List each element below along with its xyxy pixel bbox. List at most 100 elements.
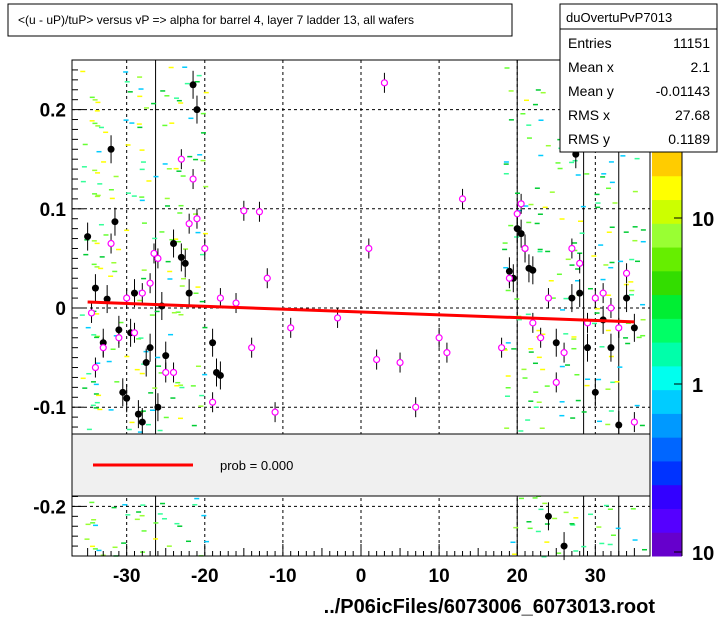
background-bin	[508, 119, 514, 121]
data-point-open	[333, 314, 342, 322]
background-bin	[523, 99, 529, 102]
background-bin	[555, 162, 561, 164]
background-bin	[504, 67, 510, 69]
background-bin	[95, 194, 101, 197]
background-bin	[575, 174, 581, 176]
background-bin	[595, 206, 601, 209]
data-point-open	[193, 215, 201, 223]
background-bin	[556, 552, 562, 554]
background-bin	[512, 553, 518, 555]
stats-label: Mean y	[568, 83, 614, 99]
data-point-open	[177, 155, 185, 163]
colorbar-segment	[652, 508, 682, 533]
background-bin	[90, 545, 96, 548]
background-bin	[91, 519, 97, 521]
background-bin	[97, 183, 103, 185]
background-bin	[528, 203, 534, 206]
y-tick-label: -0.2	[33, 497, 66, 518]
background-bin	[609, 181, 615, 184]
data-point-open	[599, 289, 607, 297]
background-bin	[570, 417, 576, 419]
background-bin	[528, 351, 534, 353]
data-point-filled	[189, 81, 197, 89]
background-bin	[592, 322, 598, 325]
background-bin	[502, 242, 508, 244]
background-bin	[526, 221, 532, 224]
background-bin	[640, 318, 646, 321]
background-bin	[184, 82, 190, 85]
data-point-open	[146, 279, 154, 287]
background-bin	[557, 167, 563, 170]
background-bin	[95, 101, 101, 104]
background-bin	[138, 337, 144, 339]
data-point-filled	[177, 253, 185, 261]
background-bin	[571, 336, 577, 338]
fit-legend-box: prob = 0.000	[71, 433, 651, 497]
background-bin	[97, 408, 103, 411]
background-bin	[89, 501, 95, 504]
background-bin	[544, 523, 550, 525]
background-bin	[620, 155, 626, 157]
background-bin	[140, 504, 146, 506]
background-bin	[610, 381, 616, 384]
background-bin	[109, 197, 115, 200]
background-bin	[202, 373, 208, 376]
background-bin	[127, 91, 133, 93]
stats-value: -0.01143	[656, 83, 710, 99]
background-bin	[526, 124, 532, 126]
background-bin	[563, 297, 569, 300]
color-bar: 10 1 10	[652, 152, 714, 565]
background-bin	[187, 155, 193, 158]
background-bin	[605, 329, 611, 332]
background-bin	[194, 497, 200, 500]
data-point-filled	[517, 230, 525, 238]
background-bin	[594, 312, 600, 314]
background-bin	[580, 205, 586, 208]
background-bin	[103, 234, 109, 236]
background-bin	[596, 526, 602, 528]
background-bin	[89, 120, 95, 122]
data-point-open	[189, 175, 197, 183]
background-bin	[80, 180, 86, 183]
background-bin	[162, 163, 168, 165]
background-bin	[609, 226, 615, 228]
background-bin	[571, 338, 577, 340]
background-bin	[514, 236, 520, 238]
background-bin	[525, 419, 531, 421]
background-bin	[179, 386, 185, 389]
background-bin	[151, 102, 157, 105]
background-bin	[152, 237, 158, 240]
colorbar-segment	[652, 460, 682, 486]
background-bin	[565, 258, 571, 261]
data-point-filled	[162, 352, 170, 360]
background-bin	[185, 540, 191, 543]
background-bin	[597, 420, 603, 423]
background-bin	[629, 289, 635, 292]
background-bin	[533, 406, 539, 408]
data-point-open	[529, 319, 537, 327]
background-bin	[173, 167, 179, 170]
background-bin	[83, 253, 89, 256]
stats-value: 11151	[673, 35, 710, 51]
background-bin	[574, 373, 580, 376]
stats-label: Mean x	[568, 59, 614, 75]
background-bin	[86, 428, 92, 431]
y-tick-label: 0.2	[40, 101, 66, 122]
background-bin	[193, 213, 199, 215]
background-bin	[609, 261, 615, 264]
background-bin	[594, 308, 600, 310]
background-bin	[544, 385, 550, 387]
background-bin	[136, 338, 142, 340]
background-bin	[179, 285, 185, 287]
background-bin	[124, 229, 130, 232]
data-point-open	[271, 408, 279, 416]
background-bin	[634, 404, 640, 407]
background-bin	[195, 286, 201, 288]
background-bin	[544, 541, 550, 543]
data-point-open	[622, 269, 631, 277]
data-point-filled	[107, 145, 115, 153]
background-bin	[607, 508, 613, 510]
chart-title: <(u - uP)/tuP> versus vP => alpha for ba…	[18, 13, 414, 27]
background-bin	[202, 232, 208, 235]
